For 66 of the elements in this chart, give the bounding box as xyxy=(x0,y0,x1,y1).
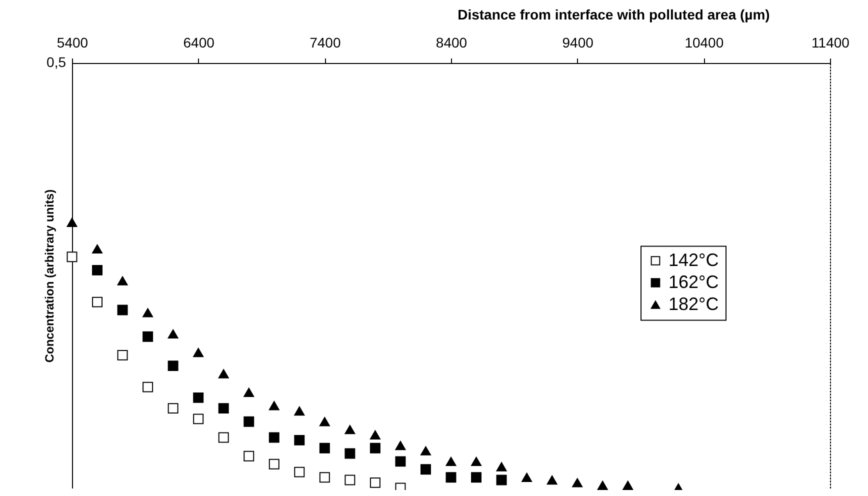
point xyxy=(92,264,103,276)
point xyxy=(622,480,634,490)
point xyxy=(66,218,78,227)
point xyxy=(117,350,128,360)
point xyxy=(92,244,103,254)
point xyxy=(319,416,330,426)
point xyxy=(344,474,356,486)
point xyxy=(370,442,380,454)
point xyxy=(496,474,507,486)
text: 0,5 xyxy=(46,54,66,70)
x-tick-label: 8400 xyxy=(436,34,468,50)
point xyxy=(446,472,456,483)
x-tick-label: 11400 xyxy=(812,34,850,50)
point xyxy=(66,252,78,262)
point xyxy=(193,414,204,424)
x-tick-label: 6400 xyxy=(183,34,215,50)
point xyxy=(193,348,204,358)
y-axis-title: Concentration (arbitrary units) xyxy=(42,189,56,363)
legend-label: 142°C xyxy=(668,250,719,270)
point xyxy=(420,446,431,456)
point xyxy=(168,329,178,339)
point xyxy=(420,464,431,475)
point xyxy=(471,456,482,466)
point xyxy=(244,450,254,462)
point xyxy=(142,308,154,318)
point xyxy=(319,442,330,454)
point xyxy=(244,416,254,427)
point xyxy=(370,430,380,440)
point xyxy=(168,403,178,414)
point xyxy=(168,360,178,372)
point xyxy=(218,403,229,414)
point xyxy=(268,432,280,443)
legend-label: 182°C xyxy=(668,294,719,314)
point xyxy=(344,448,356,459)
x-axis-title: Distance from interface with polluted area (µm) xyxy=(458,6,770,22)
point xyxy=(117,276,128,286)
point xyxy=(268,401,280,410)
point xyxy=(319,472,330,483)
x-tick-label: 7400 xyxy=(310,34,341,50)
point xyxy=(244,388,254,397)
point xyxy=(92,296,103,308)
point xyxy=(142,331,154,342)
point xyxy=(522,472,532,482)
point xyxy=(117,304,128,316)
point xyxy=(496,462,507,472)
x-tick-label: 9400 xyxy=(562,34,594,50)
point xyxy=(446,456,456,466)
point xyxy=(370,477,380,488)
x-tick-label: 10400 xyxy=(684,34,724,50)
point xyxy=(546,475,558,485)
point xyxy=(218,432,229,443)
x-tick-label: 5400 xyxy=(56,34,88,50)
point xyxy=(294,466,305,478)
point xyxy=(572,478,583,488)
point xyxy=(395,440,406,450)
point xyxy=(395,456,406,467)
point xyxy=(294,434,305,446)
point xyxy=(268,458,280,470)
point xyxy=(218,369,229,378)
point xyxy=(294,406,305,416)
point xyxy=(142,382,154,392)
point xyxy=(597,480,608,490)
point xyxy=(471,472,482,483)
legend-label: 162°C xyxy=(668,272,719,292)
point xyxy=(344,424,356,434)
point xyxy=(193,392,204,403)
